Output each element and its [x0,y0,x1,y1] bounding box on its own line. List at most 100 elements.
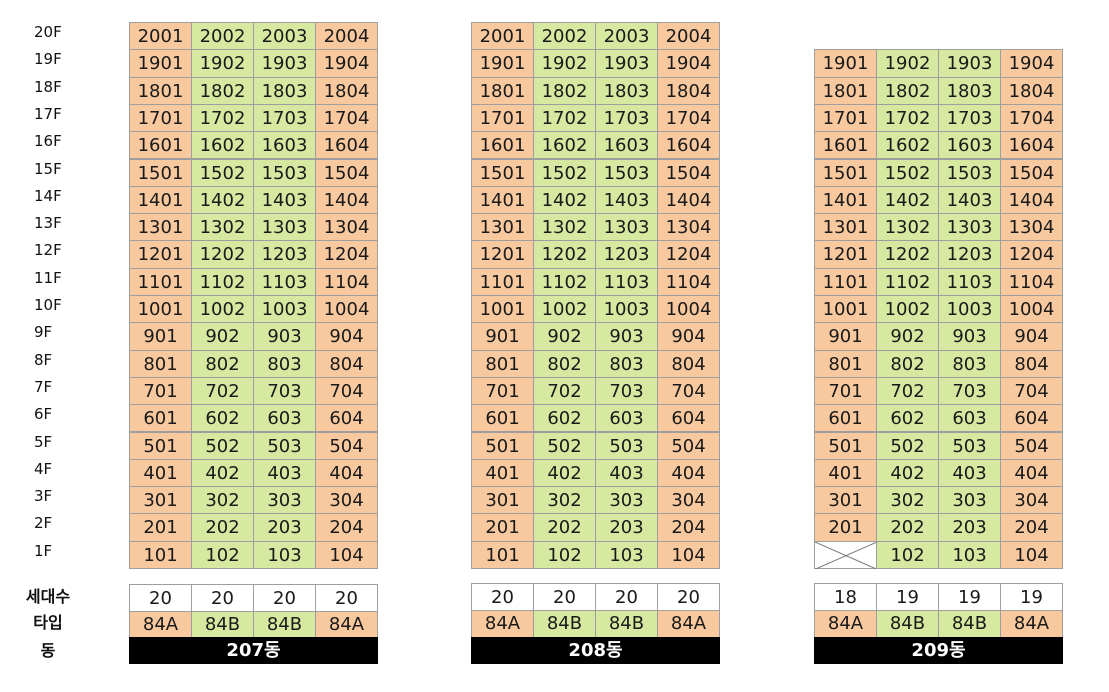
unit-cell: 1001 [129,295,192,324]
floor-label: 15F [34,159,62,178]
unit-cell: 1103 [938,267,1001,296]
floor-label: 8F [34,350,53,369]
unit-cell: 404 [315,458,378,488]
unit-cell: 304 [1000,486,1063,515]
unit-cell: 1801 [471,76,534,105]
unit-cell: 101 [471,540,534,569]
unit-cell: 903 [938,322,1001,351]
floor-label: 16F [34,132,62,151]
unit-cell: 1101 [814,267,877,296]
unit-cell: 1203 [938,240,1001,269]
unit-cell: 1104 [1000,267,1063,296]
unit-cell: 104 [315,540,378,569]
floor-label: 2F [34,514,53,533]
unit-cell: 1001 [471,295,534,324]
unit-cell: 1701 [471,103,534,133]
unit-cell: 1604 [315,131,378,160]
unit-cell: 903 [253,322,316,351]
unit-cell: 703 [938,376,1001,406]
unit-cell: 1304 [657,213,720,242]
building-name-bar: 208동 [471,637,720,664]
unit-cell: 204 [315,513,378,542]
unit-cell: 604 [657,404,720,433]
unit-cell: 802 [533,349,596,378]
unit-cell: 1304 [315,213,378,242]
unit-cell: 901 [814,322,877,351]
unit-cell: 502 [533,431,596,460]
unit-cell: 1804 [657,76,720,105]
unit-cell: 803 [253,349,316,378]
household-count-cell: 20 [129,584,192,612]
unit-cell: 1002 [533,295,596,324]
unit-cell: 403 [938,458,1001,488]
unit-cell: 103 [253,540,316,569]
unit-cell: 1301 [129,213,192,242]
unit-cell: 604 [315,404,378,433]
floor-label: 9F [34,323,53,342]
type-label: 타입 [33,613,63,632]
unit-cell: 502 [876,431,939,460]
unit-cell: 1903 [938,49,1001,78]
unit-cell: 301 [129,486,192,515]
unit-cell: 404 [1000,458,1063,488]
unit-cell: 1403 [938,185,1001,215]
unit-cell: 102 [876,540,939,569]
unit-cell: 1402 [876,185,939,215]
unit-type-cell: 84B [191,611,254,639]
unit-cell: 2001 [471,22,534,51]
unit-cell: 2004 [315,22,378,51]
unit-type-cell: 84B [595,610,658,638]
unit-cell: 401 [471,458,534,488]
unit-cell: 1703 [938,103,1001,133]
unit-cell: 702 [191,376,254,406]
unit-cell: 1204 [315,240,378,269]
unit-cell: 703 [595,376,658,406]
unit-cell: 1701 [814,103,877,133]
floor-label: 3F [34,487,53,506]
unit-cell: 304 [657,486,720,515]
unit-cell: 104 [657,540,720,569]
unit-cell: 201 [129,513,192,542]
unit-cell: 1302 [191,213,254,242]
unit-cell: 1704 [1000,103,1063,133]
building-name-bar: 207동 [129,637,378,664]
unit-cell: 501 [471,431,534,460]
household-count-cell: 20 [253,584,316,612]
unit-cell: 2004 [657,22,720,51]
unit-cell: 2001 [129,22,192,51]
unit-cell: 803 [938,349,1001,378]
unit-cell: 1502 [876,158,939,187]
unit-type-cell: 84B [876,610,939,638]
unit-cell: 1902 [191,49,254,78]
unit-cell: 1003 [938,295,1001,324]
building-name-bar: 209동 [814,637,1063,664]
unit-type-cell: 84A [315,611,378,639]
unit-cell: 604 [1000,404,1063,433]
unit-cell: 102 [533,540,596,569]
unit-cell: 1404 [1000,185,1063,215]
unit-cell: 601 [814,404,877,433]
unit-cell: 1603 [253,131,316,160]
unit-cell: 1204 [1000,240,1063,269]
unit-cell: 1401 [129,185,192,215]
unit-cell: 901 [129,322,192,351]
unit-cell: 1204 [657,240,720,269]
unit-cell: 1901 [129,49,192,78]
unit-cell: 1903 [253,49,316,78]
unit-cell: 1401 [471,185,534,215]
unit-cell: 1904 [315,49,378,78]
household-count-cell: 19 [938,583,1001,611]
unit-cell: 1102 [533,267,596,296]
cross-mark-icon [815,541,877,569]
unit-cell: 1704 [657,103,720,133]
unit-cell: 1303 [595,213,658,242]
unit-cell: 203 [595,513,658,542]
building-label: 동 [40,641,56,660]
unit-cell: 301 [814,486,877,515]
unit-cell: 1203 [253,240,316,269]
unit-cell: 402 [876,458,939,488]
unit-cell: 1101 [129,267,192,296]
unit-cell: 704 [315,376,378,406]
unit-cell: 1103 [595,267,658,296]
unit-cell: 403 [595,458,658,488]
